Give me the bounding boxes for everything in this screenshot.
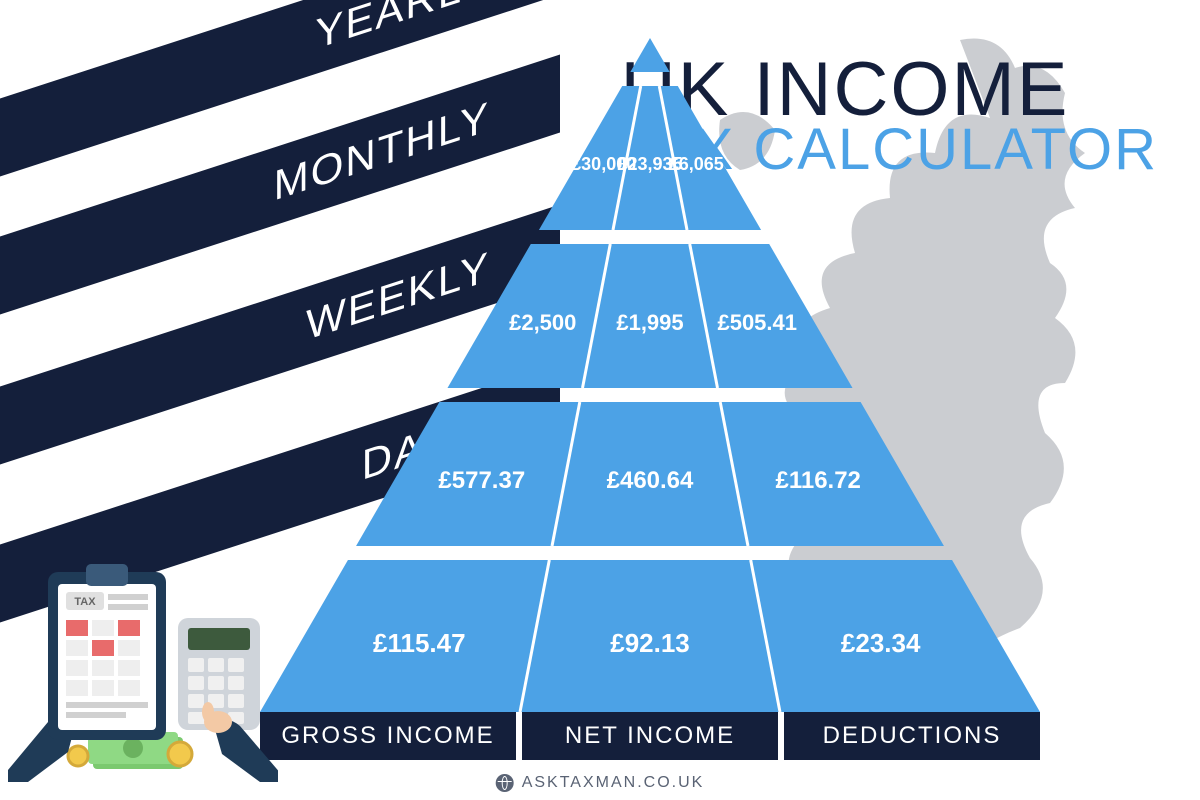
footer-url: ASKTAXMAN.CO.UK bbox=[522, 774, 705, 792]
globe-icon bbox=[496, 774, 514, 792]
value-monthly-gross: £2,500 bbox=[509, 310, 576, 336]
value-weekly-net: £460.64 bbox=[607, 467, 694, 495]
value-weekly-gross: £577.37 bbox=[438, 467, 525, 495]
value-weekly-deductions: £116.72 bbox=[775, 467, 860, 495]
col-label-net: NET INCOME bbox=[522, 712, 778, 760]
svg-text:TAX: TAX bbox=[74, 596, 96, 608]
footer: ASKTAXMAN.CO.UK bbox=[496, 774, 705, 792]
column-labels: GROSS INCOME NET INCOME DEDUCTIONS bbox=[260, 712, 1040, 760]
pyramid-chart: £30,000£23,935£6,065£2,500£1,995£505.41£… bbox=[260, 30, 1040, 730]
value-daily-net: £92.13 bbox=[610, 628, 690, 659]
col-label-deductions: DEDUCTIONS bbox=[784, 712, 1040, 760]
col-label-gross: GROSS INCOME bbox=[260, 712, 516, 760]
value-daily-deductions: £23.34 bbox=[841, 628, 921, 659]
value-daily-gross: £115.47 bbox=[373, 628, 466, 659]
value-monthly-net: £1,995 bbox=[616, 310, 683, 336]
value-monthly-deductions: £505.41 bbox=[717, 310, 797, 336]
hands-calculator-illustration: TAX bbox=[8, 542, 278, 782]
value-yearly-deductions: £6,065 bbox=[669, 154, 724, 175]
